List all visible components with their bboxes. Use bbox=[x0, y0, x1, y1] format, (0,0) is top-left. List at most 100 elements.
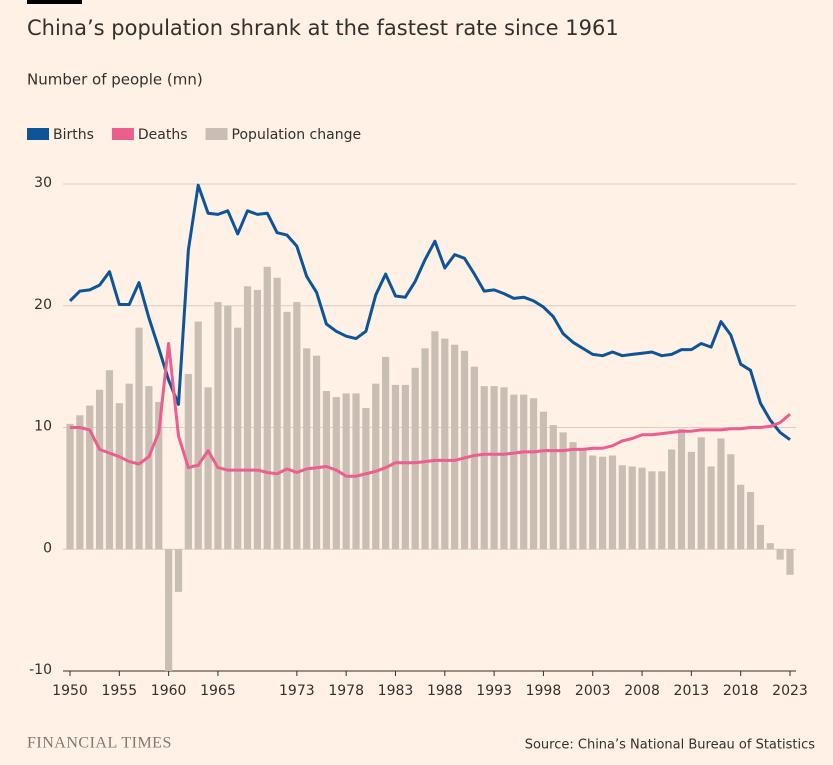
bar bbox=[174, 549, 183, 592]
bar bbox=[628, 466, 636, 550]
bar bbox=[194, 321, 202, 550]
bar bbox=[490, 386, 498, 550]
bar bbox=[460, 350, 469, 550]
bar bbox=[579, 448, 587, 550]
x-tick-label: 2018 bbox=[723, 683, 759, 699]
bar bbox=[95, 389, 104, 550]
legend-label: Population change bbox=[232, 127, 362, 143]
bar bbox=[105, 370, 114, 550]
bar bbox=[224, 305, 232, 550]
bar bbox=[76, 415, 84, 550]
bar bbox=[401, 384, 409, 550]
x-tick-label: 1978 bbox=[328, 683, 364, 699]
bar bbox=[687, 451, 695, 550]
bar bbox=[441, 338, 449, 550]
bar bbox=[756, 524, 765, 550]
x-tick-label: 1993 bbox=[476, 683, 512, 699]
legend-label: Deaths bbox=[138, 127, 188, 143]
y-tick-label: 30 bbox=[34, 175, 52, 191]
x-tick-label: 1965 bbox=[200, 683, 236, 699]
source: Source: China’s National Bureau of Stati… bbox=[525, 738, 816, 753]
x-tick-label: 1960 bbox=[151, 683, 187, 699]
bar bbox=[214, 302, 222, 550]
bar bbox=[352, 393, 360, 550]
bar bbox=[155, 401, 163, 550]
bar bbox=[648, 471, 656, 550]
x-tick-label: 1973 bbox=[279, 683, 315, 699]
bar bbox=[263, 266, 271, 550]
bar bbox=[529, 398, 538, 550]
bar bbox=[66, 423, 74, 550]
legend-label: Births bbox=[53, 127, 94, 143]
legend-swatch bbox=[111, 128, 134, 140]
bar bbox=[500, 387, 508, 550]
bar bbox=[589, 455, 597, 550]
x-tick-label: 1955 bbox=[101, 683, 137, 699]
y-tick-label: 20 bbox=[34, 297, 52, 313]
x-tick-label: 1983 bbox=[378, 683, 414, 699]
bar bbox=[332, 397, 340, 550]
bar bbox=[362, 408, 370, 550]
bar bbox=[303, 348, 311, 550]
bar bbox=[243, 286, 252, 550]
bar bbox=[697, 437, 705, 550]
brand: FINANCIAL TIMES bbox=[27, 735, 172, 752]
bar bbox=[746, 492, 755, 550]
bar bbox=[668, 449, 676, 550]
bar bbox=[608, 455, 617, 550]
legend-swatch bbox=[205, 128, 228, 140]
bar bbox=[737, 484, 745, 550]
bar bbox=[204, 387, 212, 550]
bar bbox=[539, 411, 548, 550]
bar bbox=[421, 348, 429, 550]
bar bbox=[510, 394, 518, 550]
legend-swatch bbox=[27, 128, 49, 140]
x-tick-label: 1950 bbox=[52, 683, 88, 699]
bar bbox=[184, 373, 192, 550]
bar bbox=[470, 366, 478, 550]
x-tick-label: 2013 bbox=[674, 683, 710, 699]
bar bbox=[293, 302, 301, 550]
x-tick-label: 2008 bbox=[624, 683, 660, 699]
bar bbox=[115, 403, 123, 550]
bar bbox=[322, 390, 331, 550]
bar bbox=[549, 425, 557, 550]
x-tick-label: 1998 bbox=[526, 683, 562, 699]
x-tick-label: 2003 bbox=[575, 683, 611, 699]
chart-subtitle: Number of people (mn) bbox=[27, 71, 203, 89]
bar bbox=[253, 289, 261, 550]
bar bbox=[372, 383, 380, 550]
brand-bar bbox=[27, 0, 82, 4]
bar bbox=[145, 386, 153, 550]
bar bbox=[727, 454, 735, 550]
bar bbox=[431, 331, 439, 550]
bar bbox=[786, 549, 794, 575]
line bbox=[68, 183, 791, 441]
bar bbox=[391, 384, 400, 550]
bar bbox=[480, 386, 488, 550]
y-tick-label: 0 bbox=[43, 540, 52, 556]
bar bbox=[312, 355, 321, 550]
bar bbox=[776, 549, 784, 560]
bar bbox=[658, 471, 666, 550]
bar bbox=[766, 543, 774, 550]
bar bbox=[283, 311, 291, 550]
y-tick-label: -10 bbox=[29, 662, 52, 678]
bar bbox=[382, 356, 390, 550]
bar bbox=[451, 344, 459, 550]
x-tick-label: 1988 bbox=[427, 683, 463, 699]
line bbox=[70, 342, 791, 478]
bar bbox=[273, 277, 281, 550]
bar bbox=[599, 456, 607, 550]
bar bbox=[135, 327, 143, 550]
bar bbox=[520, 394, 528, 550]
bar bbox=[234, 327, 242, 550]
x-tick-label: 2023 bbox=[772, 683, 808, 699]
chart-title: China’s population shrank at the fastest… bbox=[27, 16, 619, 40]
bar bbox=[125, 383, 133, 550]
bar bbox=[677, 428, 686, 550]
bar bbox=[559, 432, 567, 550]
bar bbox=[411, 367, 419, 550]
bar bbox=[618, 465, 626, 550]
